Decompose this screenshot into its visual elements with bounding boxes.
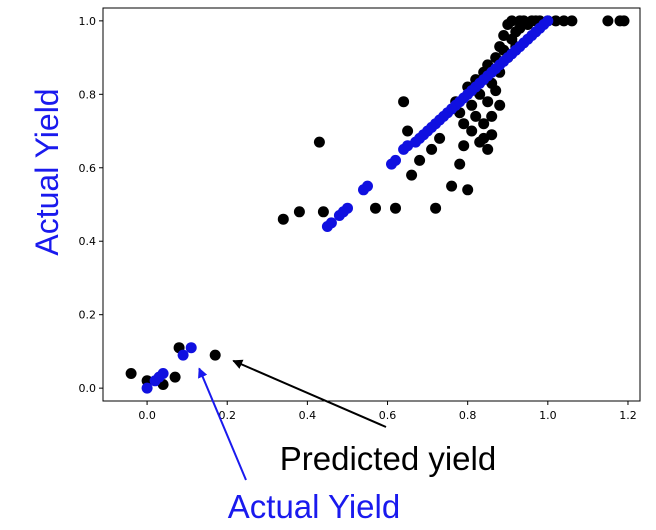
black-point bbox=[402, 125, 414, 137]
black-point bbox=[486, 110, 498, 122]
black-point bbox=[430, 202, 442, 214]
blue-point bbox=[390, 154, 401, 166]
black-point bbox=[462, 184, 474, 196]
black-point bbox=[169, 371, 181, 383]
blue-point bbox=[342, 202, 353, 214]
blue-point bbox=[157, 368, 169, 379]
y-tick-label: 1.0 bbox=[79, 15, 97, 28]
x-tick-label: 0.6 bbox=[379, 409, 397, 422]
black-point bbox=[458, 140, 470, 152]
black-point bbox=[550, 15, 562, 27]
actual-yield-annotation: Actual Yield bbox=[228, 488, 400, 525]
black-point bbox=[494, 99, 506, 111]
black-point bbox=[370, 202, 381, 214]
plot-frame bbox=[102, 7, 641, 402]
black-point bbox=[209, 349, 221, 361]
actual-yield-arrow bbox=[198, 367, 247, 481]
black-point bbox=[470, 110, 482, 122]
blue-series bbox=[141, 15, 554, 394]
y-tick-label: 0.6 bbox=[79, 162, 97, 175]
y-tick-label: 0.2 bbox=[79, 309, 97, 322]
blue-point bbox=[362, 180, 373, 192]
black-point bbox=[466, 99, 478, 111]
black-point bbox=[426, 143, 438, 155]
black-point bbox=[277, 213, 289, 225]
x-tick-label: 0.0 bbox=[138, 409, 156, 422]
black-point bbox=[482, 96, 494, 108]
black-point bbox=[482, 143, 494, 155]
y-tick-label: 0.4 bbox=[79, 235, 97, 248]
x-tick-label: 0.8 bbox=[459, 409, 477, 422]
black-point bbox=[390, 202, 401, 214]
black-point bbox=[478, 118, 490, 130]
black-point bbox=[566, 15, 578, 27]
y-tick-label: 0.0 bbox=[79, 382, 97, 395]
blue-point bbox=[141, 382, 153, 394]
black-series bbox=[125, 15, 630, 390]
black-point bbox=[125, 368, 137, 379]
black-point bbox=[317, 206, 329, 218]
black-point bbox=[490, 85, 502, 97]
x-tick-label: 1.2 bbox=[619, 409, 637, 422]
black-point bbox=[486, 129, 498, 141]
black-point bbox=[558, 15, 570, 27]
black-point bbox=[466, 125, 478, 137]
x-tick-label: 1.0 bbox=[539, 409, 557, 422]
black-point bbox=[406, 169, 418, 181]
blue-point bbox=[177, 349, 189, 361]
black-point bbox=[293, 206, 305, 218]
black-point bbox=[458, 118, 470, 130]
x-tick-label: 0.2 bbox=[218, 409, 236, 422]
black-point bbox=[602, 15, 614, 27]
black-point bbox=[454, 158, 466, 170]
black-point bbox=[414, 154, 426, 166]
black-point bbox=[398, 96, 410, 108]
black-point bbox=[446, 180, 458, 192]
y-axis-label: Actual Yield bbox=[29, 88, 65, 255]
y-axis: 0.0 0.2 0.4 0.6 0.8 1.0 bbox=[79, 15, 103, 395]
y-tick-label: 0.8 bbox=[79, 88, 97, 101]
predicted-yield-annotation: Predicted yield bbox=[280, 440, 496, 477]
black-point bbox=[313, 136, 325, 148]
blue-point bbox=[185, 342, 197, 354]
predicted-yield-arrow bbox=[232, 359, 387, 428]
black-point bbox=[506, 15, 518, 27]
x-axis: 0.0 0.2 0.4 0.6 0.8 1.0 1.2 bbox=[138, 401, 637, 422]
blue-point bbox=[325, 217, 337, 229]
blue-point bbox=[542, 15, 554, 27]
x-tick-label: 0.4 bbox=[299, 409, 317, 422]
black-point bbox=[618, 15, 630, 27]
black-point bbox=[434, 132, 446, 144]
